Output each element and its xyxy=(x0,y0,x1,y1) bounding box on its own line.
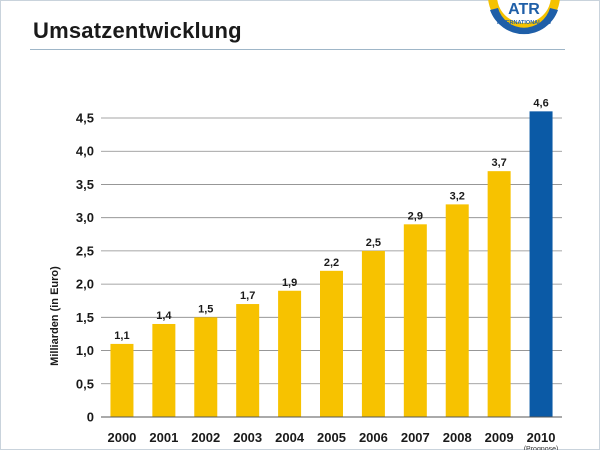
value-label-2005: 2,2 xyxy=(324,257,339,269)
bar-2000 xyxy=(110,343,134,417)
y-tick-label: 3,5 xyxy=(76,177,94,192)
y-tick-label: 2,5 xyxy=(76,243,94,258)
value-label-2003: 1,7 xyxy=(240,290,255,302)
page-title: Umsatzentwicklung xyxy=(33,18,242,43)
bar-2006 xyxy=(361,250,385,417)
title-divider xyxy=(30,49,565,50)
y-tick-label: 2,0 xyxy=(76,277,94,292)
x-tick-label-2000: 2000 xyxy=(107,430,136,445)
logo-subtitle: INTERNATIONAL AG xyxy=(497,20,551,26)
value-label-2004: 1,9 xyxy=(282,277,297,289)
x-tick-label-2004: 2004 xyxy=(275,430,305,445)
y-tick-label: 4,5 xyxy=(76,111,94,126)
y-tick-label: 0,5 xyxy=(76,376,94,391)
bar-2003 xyxy=(236,304,260,417)
x-tick-label-2003: 2003 xyxy=(233,430,262,445)
bar-2010 xyxy=(529,111,553,417)
y-tick-label: 0 xyxy=(87,410,94,425)
value-label-2009: 3,7 xyxy=(491,157,506,169)
bar-2004 xyxy=(278,290,302,417)
y-axis-label: Milliarden (in Euro) xyxy=(49,266,61,366)
atr-logo-icon: ATR INTERNATIONAL AG xyxy=(488,0,560,35)
bar-2008 xyxy=(445,204,469,417)
bars xyxy=(110,111,553,417)
forecast-note: (Prognose) xyxy=(524,446,559,450)
logo-brand: ATR xyxy=(508,1,540,18)
bar-2005 xyxy=(320,270,343,417)
bar-2002 xyxy=(194,317,218,417)
bar-2001 xyxy=(152,323,176,417)
bar-2007 xyxy=(403,224,427,417)
x-tick-label-2009: 2009 xyxy=(485,430,514,445)
bar-2009 xyxy=(487,171,511,417)
value-label-2010: 4,6 xyxy=(533,97,548,109)
value-label-2002: 1,5 xyxy=(198,303,213,315)
x-tick-label-2008: 2008 xyxy=(443,430,472,445)
y-tick-label: 3,0 xyxy=(76,210,94,225)
labels: 0 0,5 1,0 1,5 2,0 2,5 3,0 3,5 4,0 4,5 1,1 2000 1,4 20… xyxy=(76,97,558,450)
y-tick-label: 1,0 xyxy=(76,343,94,358)
y-tick-label: 1,5 xyxy=(76,310,94,325)
x-tick-label-2001: 2001 xyxy=(149,430,178,445)
value-label-2000: 1,1 xyxy=(114,330,129,342)
x-tick-label-2002: 2002 xyxy=(191,430,220,445)
value-label-2006: 2,5 xyxy=(366,237,381,249)
value-label-2001: 1,4 xyxy=(156,310,172,322)
x-tick-label-2010: 2010 xyxy=(527,430,556,445)
x-tick-label-2005: 2005 xyxy=(317,430,346,445)
value-label-2008: 3,2 xyxy=(450,190,465,202)
x-tick-label-2007: 2007 xyxy=(401,430,430,445)
value-label-2007: 2,9 xyxy=(408,210,423,222)
y-tick-label: 4,0 xyxy=(76,144,94,159)
x-tick-label-2006: 2006 xyxy=(359,430,388,445)
